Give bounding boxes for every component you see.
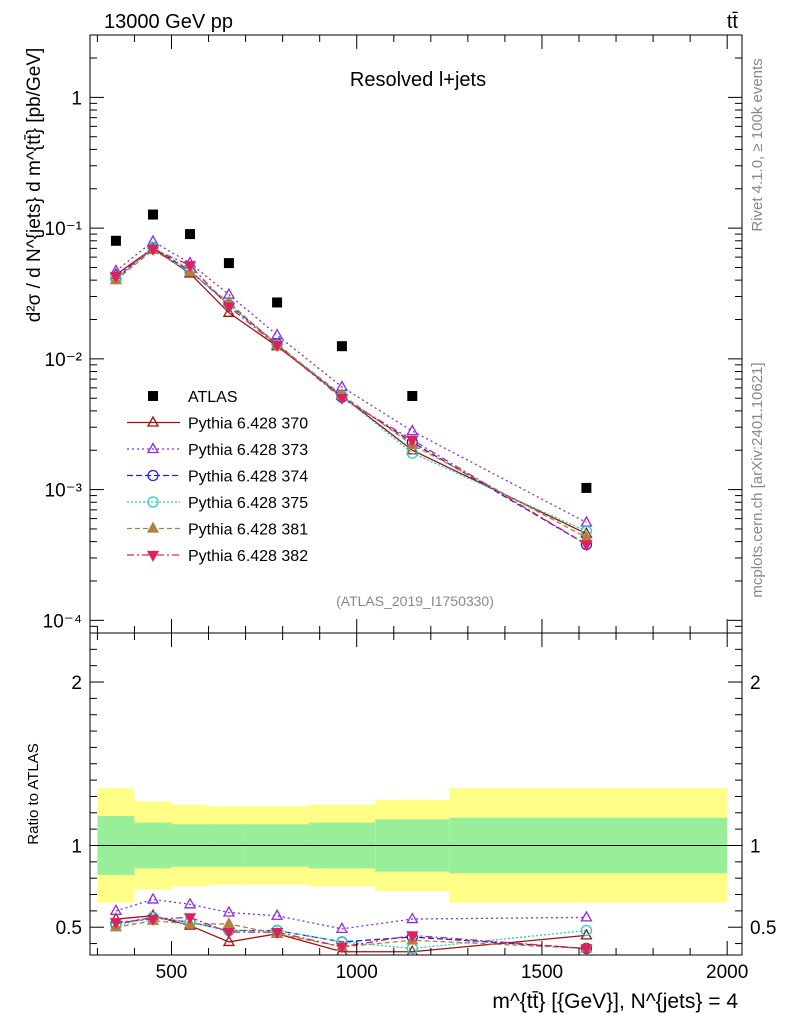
x-tick-label: 1000 [336,962,378,983]
ratio-y-tick-label-right: 2 [750,673,761,694]
series-line [115,247,587,535]
ratio-series-line [115,920,587,950]
ratio-panel-frame [89,632,743,956]
ratio-axes: 500 1000 1500 2000 2 2 1 1 0.5 0.5 [56,633,776,983]
mcplots-label: mcplots.cern.ch [arXiv:2401.10621] [749,362,766,597]
legend-marker [146,442,160,454]
series-point [222,302,236,314]
x-tick-label: 2000 [706,962,748,983]
energy-label: 13000 GeV pp [104,11,233,33]
ratio-series-point [109,904,123,916]
ratio-series-point [580,924,593,937]
x-axis-label: m^{tt̄} [{GeV}], N^{jets} = 4 [492,990,738,1013]
legend-entry-label: ATLAS [188,389,238,406]
atlas-data-point [272,297,283,308]
series-point [406,435,419,447]
ratio-series-point [222,935,236,947]
legend-marker [146,415,160,427]
legend-entry-label: Pythia 6.428 374 [188,469,308,486]
ratio-y-tick-label-right: 1 [750,836,761,857]
series-point [406,424,419,436]
ratio-series-line [115,898,587,930]
main-series-layer [109,234,593,552]
ratio-series-point [335,922,349,933]
ratio-series-point [183,913,197,925]
series-point [222,305,236,317]
y-tick-label: 10⁻³ [45,481,83,502]
ratio-series-point [406,944,418,955]
ratio-series-point [222,917,236,929]
ratio-ylabel: Ratio to ATLAS [25,743,42,844]
legend-marker [147,496,159,508]
ratio-series-point [146,892,160,904]
legend-entry-label: Pythia 6.428 382 [188,548,308,565]
series-point [580,515,593,527]
ratio-series-point [580,910,593,922]
series-point [109,271,123,283]
legend-marker [146,521,160,533]
atlas-data-point [223,258,234,269]
ratio-series-point [406,912,419,924]
legend-entry-label: Pythia 6.428 370 [188,416,308,433]
ratio-series-line [115,915,587,953]
ratio-series-line [115,916,587,950]
ratio-series-point [406,931,419,943]
y-tick-label: 10⁻⁴ [43,611,82,632]
y-tick-label: 10⁻² [45,350,83,371]
series-line [115,240,587,524]
series-point [146,245,160,257]
legend-entry-label: Pythia 6.428 375 [188,495,308,512]
ratio-series-point [270,908,284,920]
main-panel-frame [89,34,743,634]
legend-entry-label: Pythia 6.428 373 [188,442,308,459]
series-line [115,249,587,539]
legend-marker [148,391,158,401]
legend-marker [147,469,159,482]
atlas-data-point [407,390,418,401]
atlas-data-point [336,341,347,352]
ratio-series-layer [109,892,593,955]
ratio-series-line [115,916,587,950]
ratio-series-point [222,927,236,939]
main-ylabel: d²σ / d N^{jets} d m^{tt̄} [pb/GeV] [24,48,45,323]
atlas-data-point [147,209,158,220]
y-tick-label: 1 [71,88,82,109]
main-data-layer [110,209,592,493]
ratio-series-point [109,918,123,930]
ratio-y-tick-label: 2 [71,673,82,694]
series-point [270,328,284,340]
process-label: tt̄ [727,11,739,33]
ratio-bands-layer [90,788,742,903]
analysis-id-label: (ATLAS_2019_I1750330) [336,593,494,609]
ratio-series-point [335,942,349,954]
ratio-series-line [115,916,587,950]
x-tick-label: 1500 [521,962,563,983]
legend-marker [146,550,160,562]
ratio-y-tick-label: 1 [71,836,82,857]
ratio-series-point [270,927,284,939]
ratio-y-tick-label: 0.5 [56,918,82,939]
y-tick-label: 10⁻¹ [45,219,83,240]
atlas-data-point [110,235,121,246]
series-point [580,540,593,552]
ratio-series-point [183,897,197,909]
legend-entry-label: Pythia 6.428 381 [188,522,308,539]
series-line [115,246,587,532]
atlas-data-point [581,482,592,493]
ratio-y-tick-label-right: 0.5 [750,918,776,939]
main-axes: 1 10⁻¹ 10⁻² 10⁻³ 10⁻⁴ [43,34,742,634]
legend: ATLAS Pythia 6.428 370 Pythia 6.428 373 Pyt… [127,389,308,565]
ratio-series-point [580,944,593,955]
series-point [183,261,197,273]
series-point [270,341,284,353]
main-title: Resolved l+jets [350,69,486,91]
atlas-data-point [185,229,196,240]
series-point [335,394,349,406]
rivet-version-label: Rivet 4.1.0, ≥ 100k events [749,58,766,231]
ratio-series-point [222,905,236,917]
series-line [115,248,587,546]
x-tick-label: 500 [156,962,188,983]
ratio-series-point [146,914,160,926]
